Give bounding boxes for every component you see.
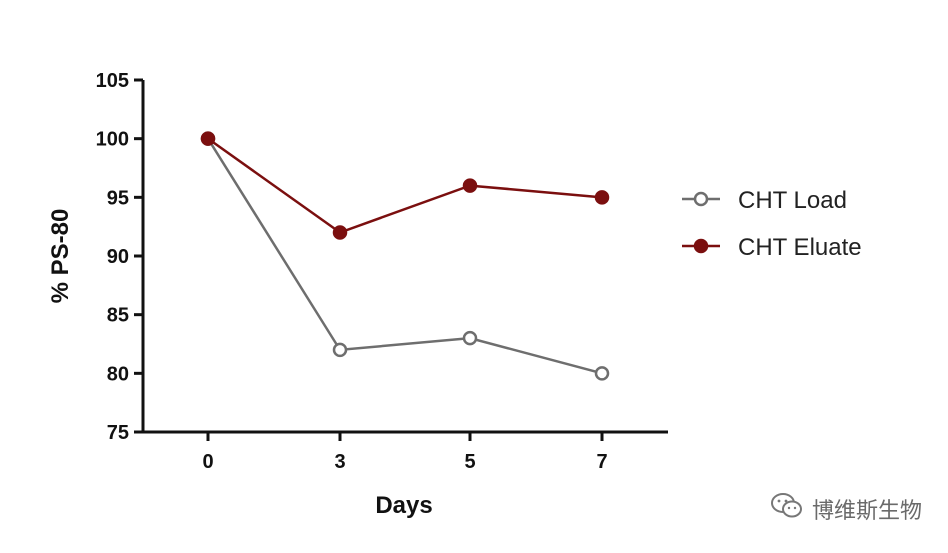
legend-marker bbox=[693, 238, 709, 254]
data-point bbox=[200, 131, 216, 146]
data-point bbox=[594, 190, 610, 205]
watermark: 博维斯生物 bbox=[770, 492, 922, 526]
x-tick-label: 7 bbox=[596, 451, 607, 473]
y-axis-title: % PS-80 bbox=[47, 209, 74, 304]
x-axis-title: Days bbox=[375, 492, 432, 519]
wechat-icon bbox=[770, 492, 804, 526]
ticks: 75 80 85 90 95 100 105 0 3 5 7 bbox=[96, 70, 608, 473]
series-layer bbox=[200, 131, 610, 381]
y-tick-label: 85 bbox=[107, 305, 129, 327]
axes bbox=[141, 80, 668, 434]
data-point bbox=[462, 330, 478, 346]
y-tick-label: 105 bbox=[96, 70, 129, 92]
series-line bbox=[206, 138, 603, 375]
y-tick-label: 95 bbox=[107, 187, 129, 209]
legend-label: CHT Eluate bbox=[738, 234, 862, 261]
series-cht-load bbox=[200, 131, 610, 381]
series-cht-eluate bbox=[200, 131, 610, 240]
data-point bbox=[594, 366, 610, 381]
x-tick-label: 5 bbox=[464, 451, 475, 473]
series-line bbox=[207, 137, 603, 234]
legend-item: CHT Load bbox=[682, 187, 847, 214]
data-point bbox=[462, 178, 478, 193]
y-tick-label: 80 bbox=[107, 363, 129, 385]
y-tick-label: 75 bbox=[107, 422, 129, 444]
x-tick-label: 3 bbox=[334, 451, 345, 473]
legend-label: CHT Load bbox=[738, 187, 847, 214]
watermark-text: 博维斯生物 bbox=[811, 499, 922, 524]
legend-marker bbox=[693, 191, 709, 207]
data-point bbox=[332, 342, 348, 358]
legend-item: CHT Eluate bbox=[682, 234, 862, 261]
legend: CHT Load CHT Eluate bbox=[682, 187, 862, 261]
y-tick-label: 90 bbox=[107, 246, 129, 268]
data-point bbox=[332, 225, 348, 240]
y-tick-label: 100 bbox=[96, 129, 129, 151]
x-tick-label: 0 bbox=[202, 451, 213, 473]
